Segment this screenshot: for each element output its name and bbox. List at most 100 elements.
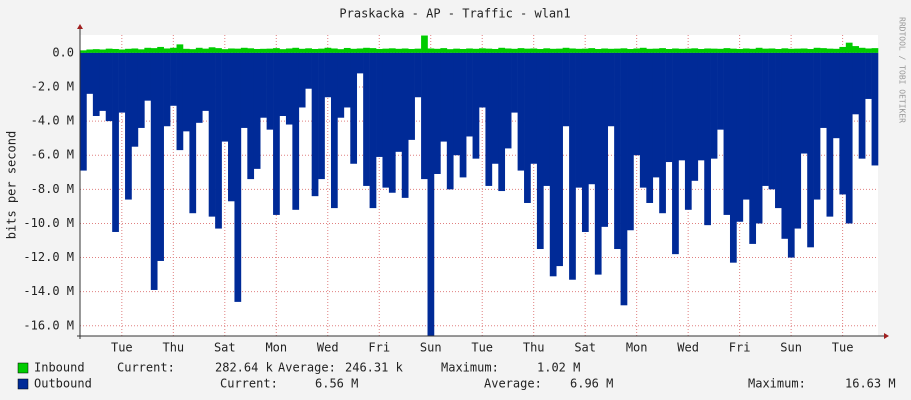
bar [144,47,152,53]
bar [305,48,312,53]
bar [112,48,119,53]
bar [285,52,293,125]
bar [234,48,242,53]
bar [607,52,615,127]
bar [80,50,87,53]
bar [86,49,94,53]
bar [228,52,235,202]
bar [691,52,699,181]
bar [749,48,757,53]
bar [524,48,531,53]
bar [588,52,596,185]
bar [524,52,531,203]
bar [356,48,364,53]
bar [440,48,448,53]
bar [858,47,866,53]
legend-stat-value: 6.96 M [570,377,613,391]
bar [723,52,731,215]
bar [337,49,345,53]
x-tick-label: Tue [111,341,133,355]
bar [865,52,872,99]
bar [163,48,171,53]
bar [627,48,634,53]
bar [376,48,383,53]
bar [253,52,261,169]
bar [273,48,280,53]
bar [684,48,692,53]
bar [832,48,840,53]
bar [736,52,744,222]
bar [118,52,126,113]
bar [755,47,763,53]
bar [646,48,654,53]
bar [421,35,428,53]
bar [363,52,370,186]
x-tick-label: Thu [162,341,184,355]
bar [421,52,428,180]
bar [794,48,802,53]
bar [356,52,364,74]
bar [742,48,750,53]
legend-stat-label: Average: [278,361,336,375]
bar [717,52,724,130]
bar [562,52,570,127]
bar [575,48,583,53]
bar [376,52,383,157]
bar [221,49,229,53]
bar [826,52,834,217]
bar [150,52,158,290]
bar [594,52,602,275]
bar [350,52,358,164]
bar [762,52,769,186]
bar [871,48,879,53]
bar [723,48,731,53]
bar [594,48,602,53]
bar [343,47,351,53]
bar [292,47,300,53]
bar [697,48,705,53]
bar [92,52,100,117]
bar [382,52,390,188]
bar [414,48,422,53]
bar [485,48,493,53]
bar [182,48,190,53]
bar [639,47,647,53]
bar [446,49,454,53]
bar [92,49,100,53]
bar [427,52,435,336]
bar [433,48,441,53]
bar [311,52,319,197]
bar [195,47,203,53]
bar [556,48,563,53]
bar [466,52,473,137]
bar [659,48,666,53]
bar [369,52,377,209]
bar [511,48,518,53]
bar [781,48,789,53]
y-tick-label: -10.0 M [23,216,74,230]
bar [762,48,769,53]
bar [472,52,480,159]
bar [504,52,512,149]
x-tick-label: Wed [677,341,699,355]
bar [105,48,113,53]
bar [826,48,834,53]
bar [697,52,705,161]
bar [427,48,435,53]
bar [620,52,628,306]
bar [491,52,499,164]
bar [163,52,171,127]
bar [865,48,872,53]
bar [157,46,164,53]
bar [678,48,686,53]
bar [305,52,312,89]
bar [710,52,718,159]
x-tick-label: Tue [832,341,854,355]
bar [318,52,325,180]
bar [440,52,448,142]
bar [672,48,679,53]
bar [781,52,789,239]
bar [543,52,551,186]
bar [395,48,403,53]
bar [672,52,679,255]
